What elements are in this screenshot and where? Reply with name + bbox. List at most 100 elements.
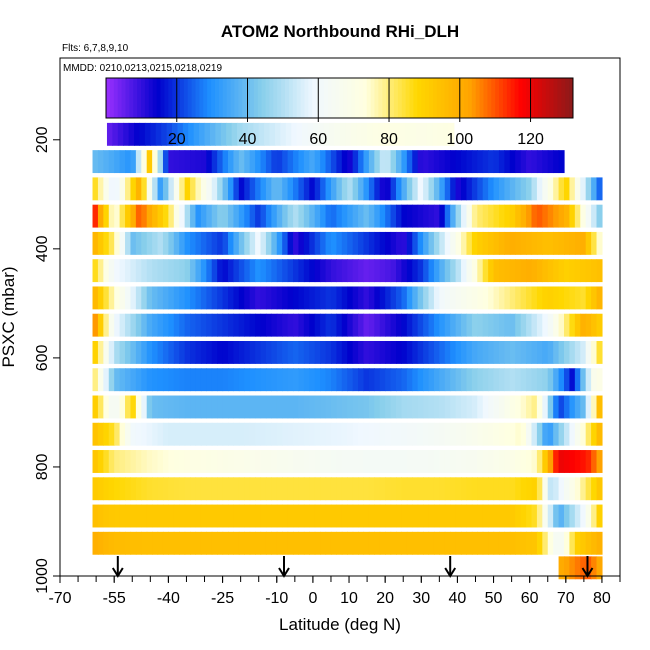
heatmap-cell xyxy=(233,231,240,255)
heatmap-cell xyxy=(390,204,397,228)
heatmap-cell xyxy=(190,504,197,528)
heatmap-cell xyxy=(504,340,511,364)
heatmap-cell xyxy=(450,259,457,283)
heatmap-cell xyxy=(190,259,197,283)
heatmap-cell xyxy=(293,450,300,473)
heatmap-cell xyxy=(222,177,229,201)
heatmap-cell xyxy=(228,286,235,310)
heatmap-cell xyxy=(211,177,218,201)
heatmap-cell xyxy=(547,422,554,446)
heatmap-cell xyxy=(282,340,289,364)
heatmap-cell xyxy=(135,204,142,228)
heatmap-cell xyxy=(558,286,565,310)
heatmap-cell xyxy=(347,259,354,283)
heatmap-cell xyxy=(569,313,576,337)
heatmap-cell xyxy=(184,340,191,364)
heatmap-cell xyxy=(558,450,565,473)
heatmap-cell xyxy=(379,422,386,446)
heatmap-cell xyxy=(509,259,516,283)
heatmap-cell xyxy=(103,259,110,283)
x-tick-label: 80 xyxy=(593,590,611,607)
heatmap-cell xyxy=(401,477,408,501)
heatmap-cell xyxy=(146,368,153,392)
heatmap-cell xyxy=(206,477,213,501)
heatmap-cell xyxy=(498,531,505,555)
heatmap-cell xyxy=(211,259,218,283)
heatmap-cell xyxy=(276,286,283,310)
heatmap-cell xyxy=(477,313,484,337)
heatmap-cell xyxy=(184,231,191,255)
heatmap-cell xyxy=(190,422,197,446)
heatmap-cell xyxy=(585,556,592,580)
heatmap-cell xyxy=(542,368,549,392)
heatmap-cell xyxy=(498,286,505,310)
heatmap-cell xyxy=(493,231,500,255)
heatmap-cell xyxy=(146,286,153,310)
heatmap-cell xyxy=(390,504,397,528)
heatmap-cell xyxy=(390,231,397,255)
heatmap-cell xyxy=(182,122,189,146)
heatmap-cell xyxy=(255,204,262,228)
heatmap-cell xyxy=(433,477,440,501)
heatmap-cell xyxy=(368,395,375,419)
x-tick-label: 40 xyxy=(449,590,467,607)
heatmap-cell xyxy=(179,504,186,528)
heatmap-cell xyxy=(265,368,272,392)
heatmap-cell xyxy=(217,368,224,392)
heatmap-cell xyxy=(580,477,587,501)
heatmap-cell xyxy=(433,504,440,528)
heatmap-cell xyxy=(417,313,424,337)
heatmap-cell xyxy=(564,286,571,310)
heatmap-cell xyxy=(444,422,451,446)
heatmap-cell xyxy=(558,340,565,364)
heatmap-cell xyxy=(455,259,462,283)
heatmap-cell xyxy=(130,150,137,174)
y-axis-label: PSXC (mbar) xyxy=(0,266,18,367)
heatmap-cell xyxy=(498,204,505,228)
heatmap-cell xyxy=(157,504,164,528)
heatmap-cell xyxy=(146,450,153,473)
heatmap-cell xyxy=(271,422,278,446)
heatmap-cell xyxy=(265,313,272,337)
heatmap-cell xyxy=(433,204,440,228)
heatmap-cell xyxy=(296,122,303,146)
heatmap-cell xyxy=(553,450,560,473)
heatmap-cell xyxy=(596,177,603,201)
heatmap-cell xyxy=(515,422,522,446)
heatmap-cell xyxy=(314,504,321,528)
heatmap-cell xyxy=(184,313,191,337)
colorbar-tick-label: 80 xyxy=(380,131,398,148)
heatmap-cell xyxy=(125,531,132,555)
heatmap-cell xyxy=(242,122,249,146)
colorbar-segment xyxy=(553,78,558,118)
heatmap-cell xyxy=(135,450,142,473)
heatmap-cell xyxy=(396,477,403,501)
heatmap-cell xyxy=(222,422,229,446)
heatmap-cell xyxy=(282,313,289,337)
colorbar-segment xyxy=(393,78,399,118)
heatmap-cell xyxy=(228,504,235,528)
heatmap-cell xyxy=(542,395,549,419)
heatmap-cell xyxy=(509,450,516,473)
colorbar-segment xyxy=(487,78,492,118)
heatmap-cell xyxy=(168,450,175,473)
heatmap-cell xyxy=(291,122,298,146)
heatmap-cell xyxy=(173,177,180,201)
heatmap-cell xyxy=(276,204,283,228)
heatmap-cell xyxy=(119,422,126,446)
heatmap-cell xyxy=(173,368,180,392)
heatmap-cell xyxy=(244,504,251,528)
heatmap-cell xyxy=(591,231,598,255)
y-tick-label: 600 xyxy=(34,344,51,371)
heatmap-cell xyxy=(323,122,330,146)
heatmap-cell xyxy=(249,150,256,174)
heatmap-cell xyxy=(461,177,468,201)
heatmap-cell xyxy=(547,531,554,555)
heatmap-cell xyxy=(211,150,218,174)
heatmap-cell xyxy=(569,340,576,364)
heatmap-cell xyxy=(119,150,126,174)
colorbar-segment xyxy=(234,78,239,118)
chart-title: ATOM2 Northbound RHi_DLH xyxy=(221,22,459,41)
heatmap-cell xyxy=(168,231,175,255)
heatmap-cell xyxy=(564,556,571,580)
